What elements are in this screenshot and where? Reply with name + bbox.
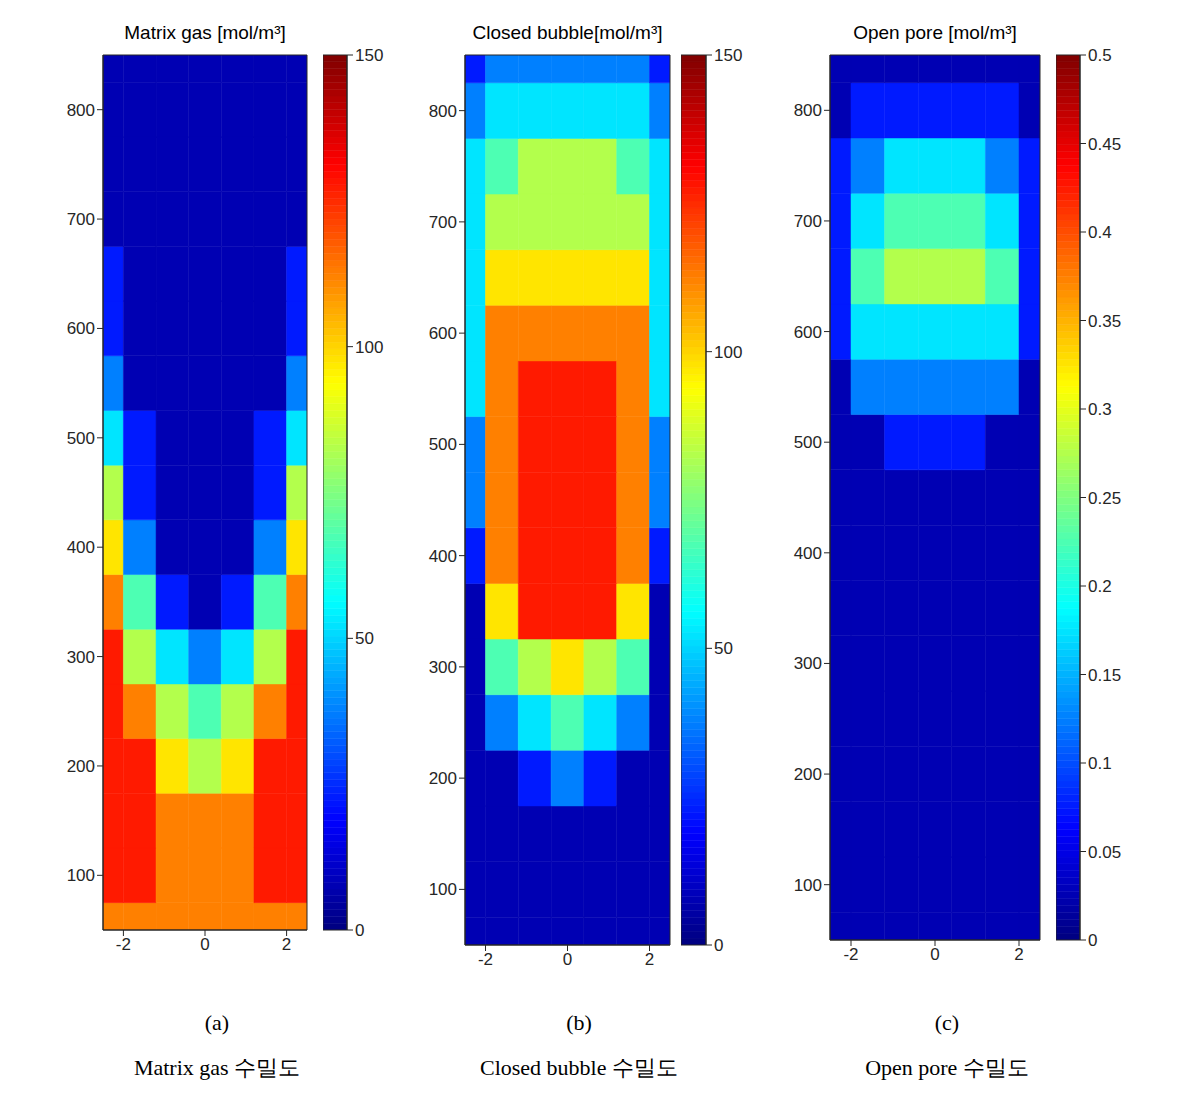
svg-text:0: 0 [930, 945, 939, 964]
svg-text:100: 100 [714, 343, 742, 362]
svg-text:0: 0 [563, 950, 572, 969]
svg-text:600: 600 [794, 323, 822, 342]
svg-text:0.15: 0.15 [1088, 666, 1121, 685]
svg-text:100: 100 [355, 338, 383, 357]
svg-text:500: 500 [429, 435, 457, 454]
svg-text:0.1: 0.1 [1088, 754, 1112, 773]
svg-text:400: 400 [794, 544, 822, 563]
svg-text:150: 150 [714, 46, 742, 65]
svg-text:800: 800 [429, 102, 457, 121]
svg-text:800: 800 [794, 101, 822, 120]
svg-text:0: 0 [200, 935, 209, 954]
svg-text:800: 800 [67, 101, 95, 120]
svg-text:300: 300 [429, 658, 457, 677]
html-text:Open pore [mol/m³]: Open pore [mol/m³] [853, 22, 1017, 43]
svg-text:0.5: 0.5 [1088, 46, 1112, 65]
svg-text:0.3: 0.3 [1088, 400, 1112, 419]
html-text:Matrix gas [mol/m³]: Matrix gas [mol/m³] [124, 22, 286, 43]
svg-text:700: 700 [794, 212, 822, 231]
svg-text:100: 100 [67, 866, 95, 885]
svg-text:0: 0 [1088, 931, 1097, 950]
svg-text:200: 200 [67, 757, 95, 776]
html-text:Open pore 수밀도: Open pore 수밀도 [865, 1055, 1029, 1080]
svg-text:200: 200 [794, 765, 822, 784]
svg-text:600: 600 [429, 324, 457, 343]
html-text:Closed bubble[mol/m³]: Closed bubble[mol/m³] [472, 22, 663, 43]
svg-text:300: 300 [794, 654, 822, 673]
html-text:(a): (a) [204, 1010, 230, 1035]
svg-text:2: 2 [1014, 945, 1023, 964]
svg-text:0: 0 [714, 936, 723, 955]
svg-text:50: 50 [355, 629, 374, 648]
svg-text:0.2: 0.2 [1088, 577, 1112, 596]
html-text:(b): (b) [566, 1010, 592, 1035]
svg-text:150: 150 [355, 46, 383, 65]
svg-text:700: 700 [429, 213, 457, 232]
svg-text:0.4: 0.4 [1088, 223, 1112, 242]
svg-text:700: 700 [67, 210, 95, 229]
svg-text:500: 500 [67, 429, 95, 448]
svg-text:100: 100 [429, 880, 457, 899]
svg-text:50: 50 [714, 639, 733, 658]
svg-text:-2: -2 [843, 945, 858, 964]
svg-text:600: 600 [67, 319, 95, 338]
svg-text:400: 400 [429, 547, 457, 566]
svg-text:200: 200 [429, 769, 457, 788]
svg-text:400: 400 [67, 538, 95, 557]
svg-text:2: 2 [645, 950, 654, 969]
svg-text:0.25: 0.25 [1088, 489, 1121, 508]
svg-text:0.35: 0.35 [1088, 312, 1121, 331]
html-text:Matrix gas 수밀도: Matrix gas 수밀도 [133, 1055, 301, 1080]
html-text:(c): (c) [934, 1010, 960, 1035]
svg-text:-2: -2 [478, 950, 493, 969]
svg-text:2: 2 [282, 935, 291, 954]
svg-text:300: 300 [67, 648, 95, 667]
svg-text:0.45: 0.45 [1088, 135, 1121, 154]
svg-text:500: 500 [794, 433, 822, 452]
svg-text:100: 100 [794, 876, 822, 895]
svg-text:0.05: 0.05 [1088, 843, 1121, 862]
svg-text:-2: -2 [116, 935, 131, 954]
svg-text:0: 0 [355, 921, 364, 940]
html-text:Closed bubble 수밀도: Closed bubble 수밀도 [480, 1055, 678, 1080]
